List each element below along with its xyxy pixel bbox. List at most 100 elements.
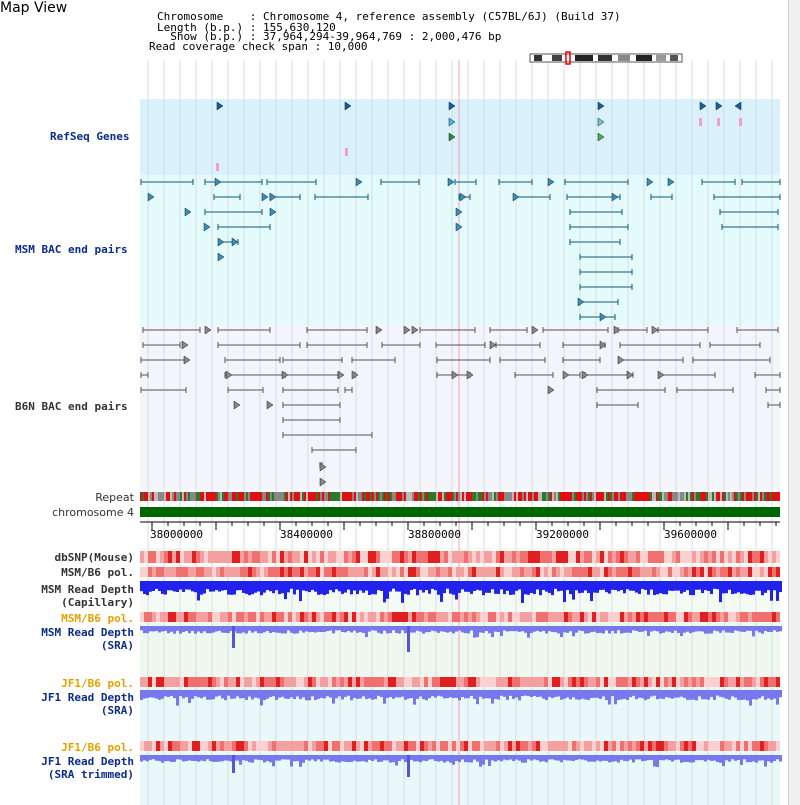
- heat-cell: [292, 612, 296, 622]
- heat-cell: [752, 677, 756, 687]
- depth-bar: [317, 690, 320, 699]
- depth-bar: [725, 690, 728, 699]
- depth-bar: [629, 626, 632, 633]
- depth-bar: [260, 581, 263, 596]
- depth-bar: [614, 581, 617, 591]
- heat-cell: [736, 741, 740, 751]
- depth-bar: [242, 581, 245, 593]
- depth-bar: [764, 755, 767, 767]
- vertical-scrollbar[interactable]: [788, 0, 800, 805]
- heat-cell: [724, 741, 728, 751]
- depth-bar: [227, 581, 230, 595]
- depth-bar: [740, 755, 743, 765]
- repeat-bar: [666, 492, 668, 501]
- heat-cell: [436, 741, 440, 751]
- heat-cell: [364, 741, 368, 751]
- heat-cell: [612, 741, 616, 751]
- depth-bar: [707, 626, 710, 634]
- heat-cell: [172, 677, 176, 687]
- depth-bar: [662, 755, 665, 761]
- refseq-track-bg: [140, 99, 780, 175]
- heat-cell: [772, 567, 776, 577]
- repeat-bar: [250, 492, 252, 501]
- heat-cell: [544, 677, 548, 687]
- depth-bar: [269, 690, 272, 697]
- depth-bar: [434, 626, 437, 632]
- heat-cell: [260, 551, 264, 563]
- repeat-bar: [482, 492, 484, 501]
- heat-cell: [436, 612, 440, 622]
- repeat-bar: [630, 492, 632, 501]
- heat-cell: [252, 741, 256, 751]
- repeat-bar: [450, 492, 452, 501]
- depth-bar: [362, 755, 365, 762]
- ideogram-band: [575, 55, 593, 61]
- heat-cell: [416, 677, 420, 687]
- heat-cell: [688, 551, 692, 563]
- heat-cell: [532, 612, 536, 622]
- depth-bar: [233, 690, 236, 699]
- heat-cell: [640, 677, 644, 687]
- depth-bar: [326, 690, 329, 697]
- depth-bar: [308, 690, 311, 701]
- gene-marker: [184, 207, 192, 217]
- repeat-bar: [762, 492, 764, 501]
- depth-bar: [395, 755, 398, 766]
- heat-cell: [604, 551, 608, 563]
- repeat-bar: [272, 492, 274, 501]
- gene-marker: [233, 400, 241, 410]
- heat-cell: [684, 741, 688, 751]
- depth-bar: [557, 626, 560, 634]
- repeat-bar: [388, 492, 390, 501]
- depth-bar: [635, 581, 638, 593]
- gene-marker: [183, 355, 191, 365]
- repeat-bar: [562, 492, 564, 501]
- heat-cell: [660, 612, 664, 622]
- gene-marker: [231, 237, 239, 247]
- depth-bar: [290, 690, 293, 698]
- repeat-bar: [236, 492, 238, 501]
- depth-bar: [749, 626, 752, 631]
- heat-cell: [760, 567, 764, 577]
- depth-bar: [527, 755, 530, 760]
- depth-bar: [644, 626, 647, 631]
- gene-marker: [181, 340, 189, 350]
- depth-bar: [524, 690, 527, 696]
- header-coverage-line: Read coverage check span : 10,000: [149, 40, 368, 53]
- depth-bar: [455, 581, 458, 600]
- depth-bar: [179, 690, 182, 697]
- depth-bar: [482, 581, 485, 596]
- gene-marker: [319, 477, 327, 487]
- depth-bar: [710, 755, 713, 761]
- depth-bar: [521, 581, 524, 603]
- depth-bar: [197, 581, 200, 601]
- depth-bar: [254, 690, 257, 698]
- heat-cell: [704, 567, 708, 577]
- depth-bar: [623, 626, 626, 633]
- heat-cell: [596, 677, 600, 687]
- depth-bar: [656, 690, 659, 700]
- axis-tick-label: 38000000: [150, 528, 203, 541]
- depth-bar: [767, 690, 770, 699]
- repeat-bar: [518, 492, 520, 501]
- depth-bar: [377, 690, 380, 696]
- depth-bar: [779, 690, 782, 698]
- repeat-bar: [460, 492, 462, 501]
- heat-cell: [748, 741, 752, 751]
- heat-cell: [768, 612, 772, 622]
- heat-cell: [472, 741, 476, 751]
- heat-cell: [368, 612, 372, 622]
- heat-cell: [276, 551, 280, 563]
- depth-bar: [698, 626, 701, 632]
- depth-bar: [329, 581, 332, 591]
- heat-cell: [524, 677, 528, 687]
- heat-cell: [472, 677, 476, 687]
- heat-cell: [640, 551, 644, 563]
- repeat-bar: [422, 492, 424, 501]
- heat-cell: [736, 677, 740, 687]
- depth-bar: [251, 755, 254, 763]
- heat-cell: [376, 677, 380, 687]
- depth-bar: [686, 626, 689, 632]
- depth-bar: [167, 626, 170, 634]
